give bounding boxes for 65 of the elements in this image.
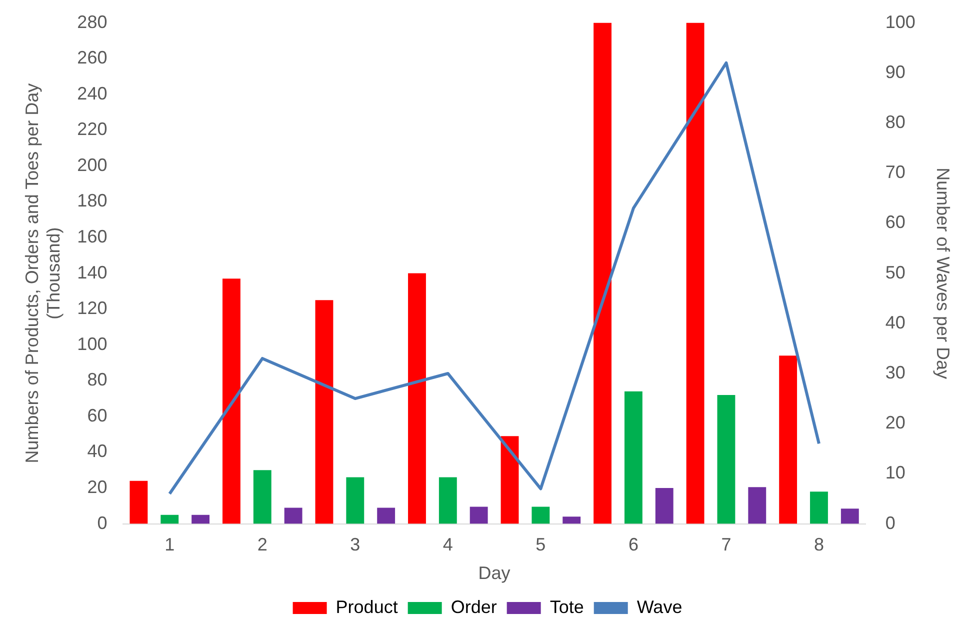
bar — [253, 470, 272, 524]
y-tick-label: 240 — [77, 83, 108, 104]
bar — [810, 492, 828, 524]
x-tick-label: 3 — [350, 534, 360, 555]
bar — [624, 391, 642, 524]
legend-label: Product — [336, 596, 398, 617]
bar — [222, 278, 240, 524]
bar — [779, 356, 798, 524]
bar — [160, 514, 179, 524]
y2-tick-label: 90 — [885, 62, 906, 82]
y-tick-label: 20 — [87, 476, 108, 497]
bar — [470, 506, 488, 524]
bar — [438, 477, 457, 524]
bar — [346, 477, 364, 524]
bar — [192, 514, 210, 524]
y-tick-label: 220 — [77, 119, 108, 140]
legend-label: Tote — [550, 596, 584, 617]
y2-tick-label: 100 — [885, 12, 916, 32]
bar — [594, 22, 612, 524]
x-tick-label: 8 — [814, 534, 824, 555]
y2-tick-label: 50 — [885, 262, 906, 282]
y-axis-title: Numbers of Products, Orders and Toes per Day (Thousand) — [22, 83, 64, 464]
y-tick-label: 140 — [77, 262, 108, 282]
y2-tick-label: 10 — [885, 462, 906, 483]
bar — [284, 508, 302, 524]
y2-tick-label: 80 — [885, 112, 906, 132]
bar — [655, 488, 674, 524]
y-tick-label: 80 — [87, 370, 108, 390]
y2-tick-label: 0 — [885, 512, 896, 533]
x-tick-label: 5 — [536, 534, 546, 555]
y2-tick-label: 60 — [885, 212, 906, 232]
x-tick-label: 1 — [164, 534, 175, 555]
y-tick-label: 160 — [77, 226, 108, 246]
y2-tick-label: 30 — [885, 362, 906, 382]
y-tick-label: 40 — [87, 441, 108, 462]
bar — [408, 273, 426, 524]
bar — [377, 508, 396, 524]
x-axis-title: Day — [478, 563, 510, 584]
x-tick-label: 6 — [628, 534, 638, 555]
y2-tick-label: 20 — [885, 412, 906, 433]
bar — [500, 436, 519, 524]
x-tick-label: 2 — [257, 534, 268, 555]
bar — [686, 22, 704, 524]
y-tick-label: 260 — [77, 48, 108, 68]
bar — [748, 487, 766, 524]
bar — [315, 300, 334, 524]
y2-axis-title: Number of Waves per Day — [933, 168, 954, 380]
x-tick-label: 7 — [721, 534, 732, 555]
y-tick-label: 120 — [77, 298, 108, 318]
x-tick-label: 4 — [442, 534, 453, 555]
bar — [717, 394, 736, 524]
y2-tick-label: 40 — [885, 312, 906, 332]
legend-label: Wave — [636, 596, 682, 617]
y2-tick-label: 70 — [885, 162, 906, 182]
y-tick-label: 180 — [77, 190, 108, 211]
y-tick-label: 280 — [77, 12, 108, 32]
y-tick-label: 100 — [77, 334, 108, 354]
bar — [532, 506, 550, 524]
y-tick-label: 0 — [97, 512, 108, 533]
bar — [840, 508, 859, 524]
bar — [130, 480, 148, 524]
bar — [562, 516, 581, 524]
legend-label: Order — [450, 596, 497, 617]
y-tick-label: 200 — [77, 154, 108, 175]
y-tick-label: 60 — [87, 405, 108, 426]
